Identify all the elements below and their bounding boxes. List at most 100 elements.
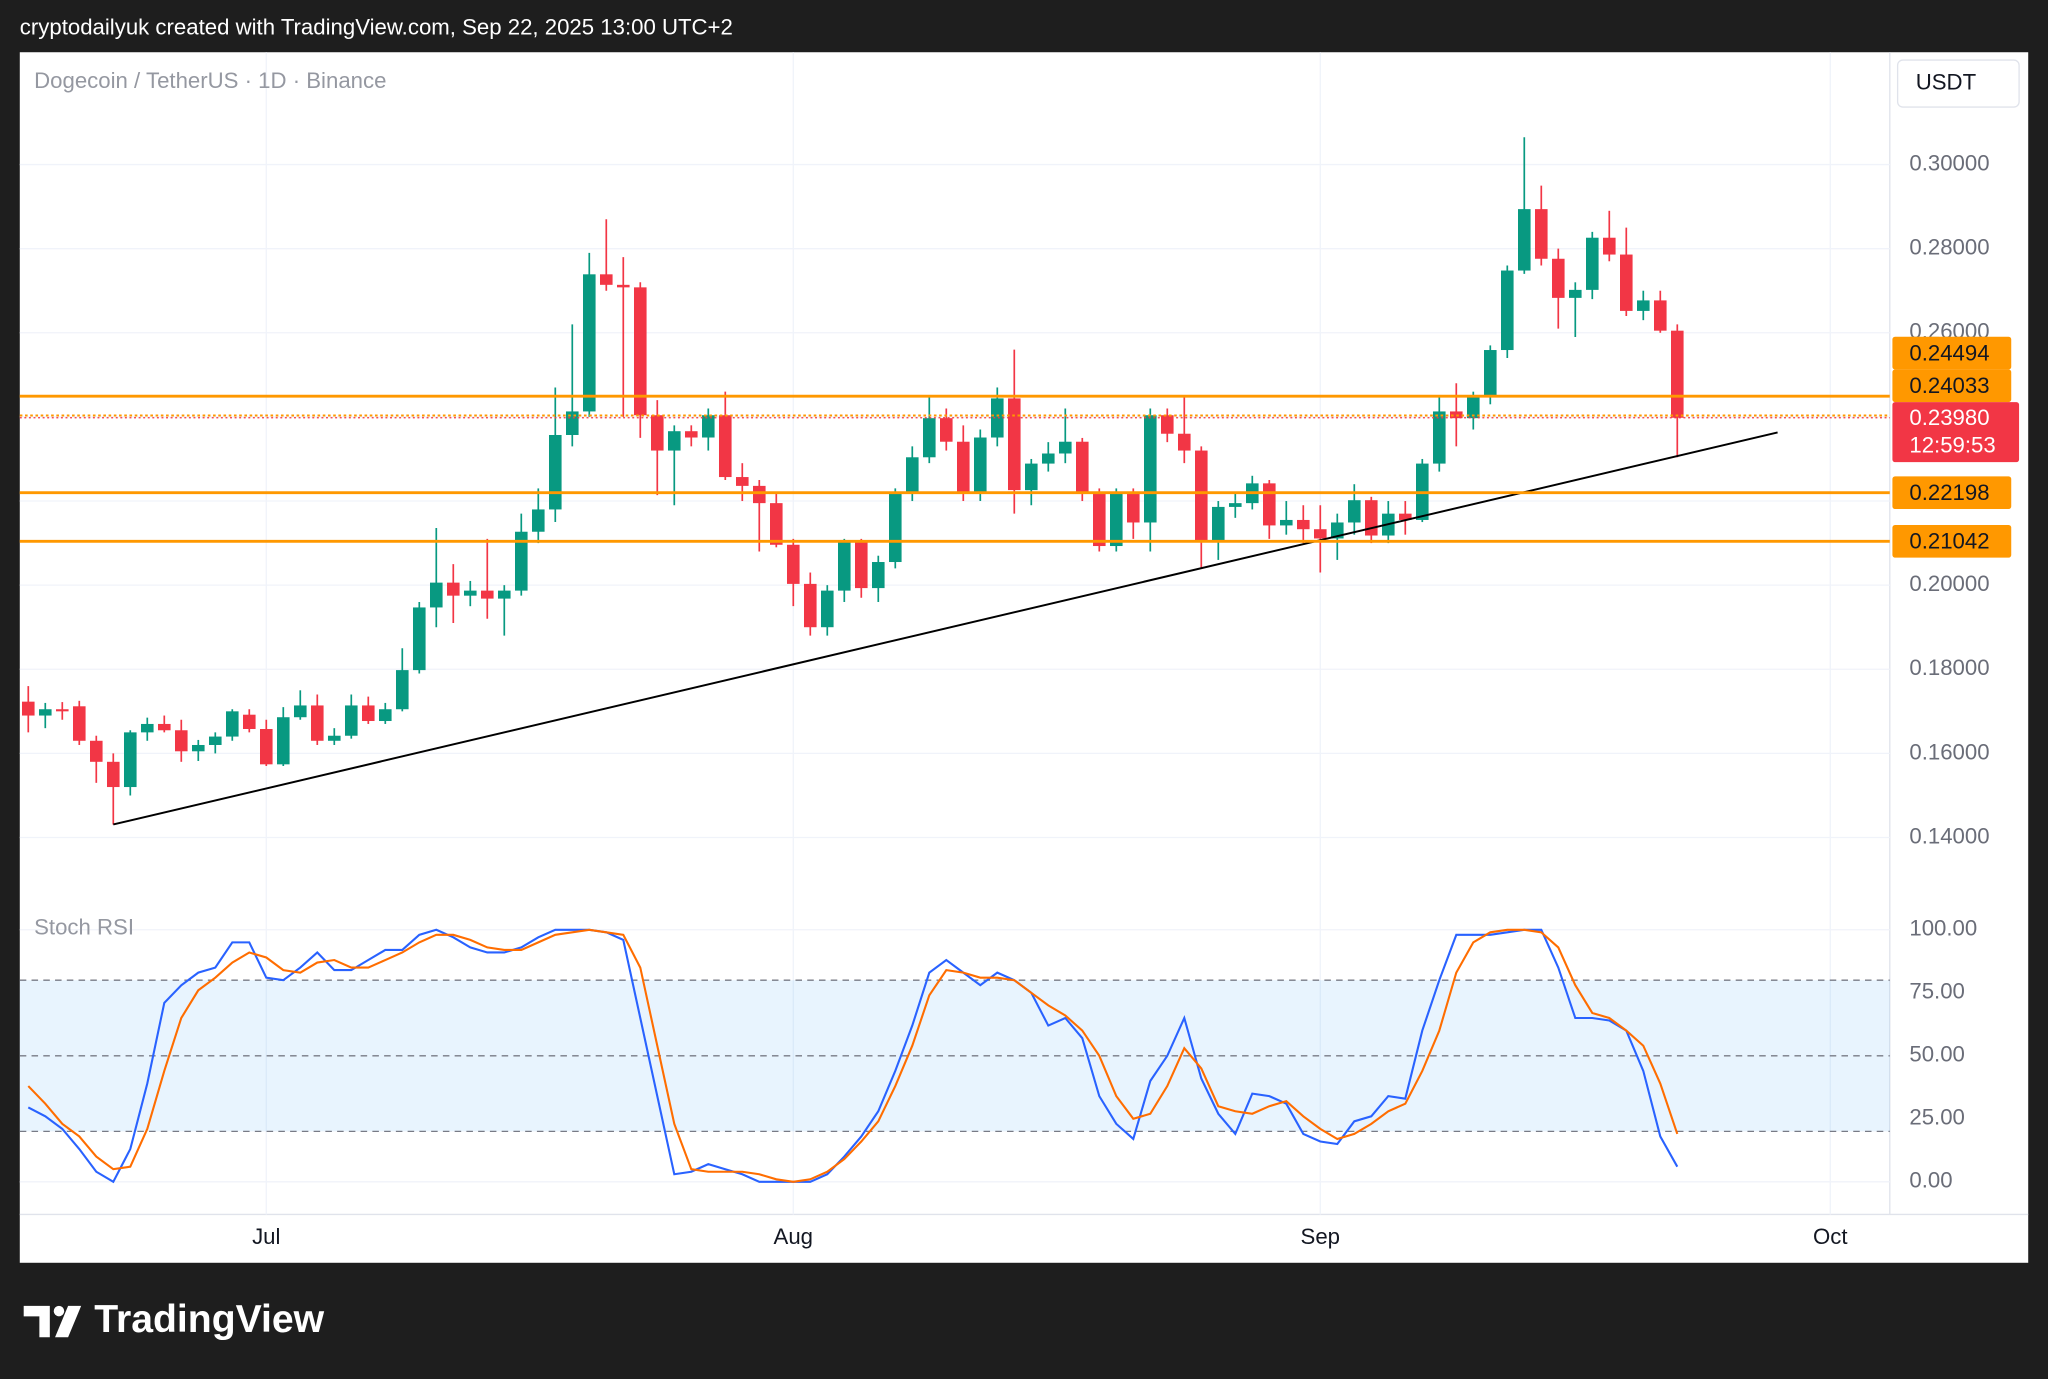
y-tick-label: 75.00 <box>1909 979 1965 1004</box>
candle-body <box>1365 500 1378 536</box>
candle-body <box>106 761 120 788</box>
currency-button[interactable] <box>1896 59 2020 108</box>
candle-body <box>769 503 783 545</box>
candle-body <box>1433 411 1446 464</box>
level-label-box <box>1892 336 2012 370</box>
candle-body <box>684 431 698 438</box>
candle-body <box>854 542 868 589</box>
candle-body <box>718 415 732 478</box>
candle-body <box>752 485 766 504</box>
candle-body <box>1467 395 1480 419</box>
countdown-label: 12:59:53 <box>1909 432 1995 457</box>
header-text: cryptodailyuk created with TradingView.c… <box>20 15 733 40</box>
candle-body <box>956 441 970 494</box>
level-label: 0.24033 <box>1909 373 1989 398</box>
last-price-label: 0.23980 <box>1909 405 1989 430</box>
candle-body <box>157 723 171 731</box>
level-label-box <box>1892 369 2012 403</box>
candle-body <box>1160 415 1174 434</box>
y-tick-label: 0.30000 <box>1909 150 1989 175</box>
y-tick-label: 25.00 <box>1909 1105 1965 1130</box>
candle-body <box>1586 237 1599 290</box>
candle-body <box>514 531 528 591</box>
y-tick-label: 0.28000 <box>1909 235 1989 260</box>
currency-label: USDT <box>1916 69 1977 94</box>
candle-body <box>1229 503 1242 507</box>
candle-body <box>1518 209 1531 271</box>
candle-body <box>837 542 851 591</box>
candle-body <box>1092 493 1106 547</box>
candle-body <box>361 705 375 722</box>
candle-body <box>1348 500 1361 523</box>
candle-body <box>1654 300 1667 331</box>
candle-body <box>667 431 681 451</box>
candle-body <box>1620 254 1633 311</box>
y-tick-label: 0.18000 <box>1909 655 1989 680</box>
last-price-box <box>1892 402 2020 463</box>
y-tick-label: 0.20000 <box>1909 571 1989 596</box>
indicator-legend: Stoch RSI <box>34 914 134 939</box>
candle-body <box>1058 441 1072 454</box>
candle-body <box>633 287 647 416</box>
candle-body <box>191 744 205 752</box>
candle-body <box>446 582 460 596</box>
candle-body <box>1552 258 1565 298</box>
candle-body <box>344 705 358 736</box>
candle-body <box>463 590 477 596</box>
y-tick-label: 100.00 <box>1909 916 1977 941</box>
candle-body <box>1109 493 1123 547</box>
candle-body <box>599 274 613 285</box>
candle-body <box>820 590 834 628</box>
candle-body <box>1501 270 1514 351</box>
chart-area <box>19 52 2029 1263</box>
candle-body <box>1041 453 1055 464</box>
candle-body <box>1024 463 1038 491</box>
candle-body <box>548 434 562 510</box>
candle-body <box>1535 209 1548 259</box>
candle-body <box>1007 398 1021 491</box>
plot: Jul Aug Sep Oct 0.14000 0.16000 0.18000 0.20000… <box>19 52 2020 1249</box>
candle-body <box>582 274 596 412</box>
x-tick-label: Sep <box>1301 1224 1340 1249</box>
level-label-box <box>1892 525 2012 558</box>
candle-body <box>412 607 426 671</box>
y-tick-label: 50.00 <box>1909 1042 1965 1067</box>
candle-body <box>38 709 52 716</box>
y-tick-label: 0.14000 <box>1909 823 1989 848</box>
candle-body <box>939 418 953 442</box>
candle-body <box>973 437 987 494</box>
candle-body <box>123 732 137 788</box>
brand-logo <box>23 1305 82 1338</box>
candle-body <box>1263 483 1276 526</box>
x-tick-label: Oct <box>1813 1224 1848 1249</box>
y-tick-label: 0.00 <box>1909 1168 1952 1193</box>
candle-body <box>310 705 324 741</box>
candle-body <box>208 736 222 745</box>
candle-body <box>378 709 392 722</box>
candle-body <box>55 709 69 712</box>
x-tick-label: Aug <box>774 1224 813 1249</box>
stoch-line <box>27 928 1679 1184</box>
candle-body <box>1075 441 1089 494</box>
candle-body <box>888 493 902 563</box>
candle-body <box>1194 450 1208 543</box>
candle-body <box>990 398 1004 438</box>
candle-body <box>1297 519 1310 530</box>
candle-body <box>1569 289 1582 298</box>
candle-body <box>395 670 409 710</box>
candle-body <box>327 735 341 741</box>
candle-body <box>242 714 256 730</box>
candle-body <box>616 284 630 288</box>
level-label: 0.22198 <box>1909 480 1989 505</box>
candle-body <box>1399 513 1412 520</box>
candle-body <box>89 740 103 762</box>
x-tick-label: Jul <box>252 1224 280 1249</box>
level-label: 0.21042 <box>1909 528 1989 553</box>
candle-body <box>735 477 749 486</box>
symbol-legend: Dogecoin / TetherUS · 1D · Binance <box>34 68 386 93</box>
candle-body <box>429 582 443 608</box>
candle-body <box>480 590 494 599</box>
y-tick-label: 0.16000 <box>1909 739 1989 764</box>
candle-body <box>1280 519 1293 526</box>
candle-body <box>1637 300 1650 311</box>
